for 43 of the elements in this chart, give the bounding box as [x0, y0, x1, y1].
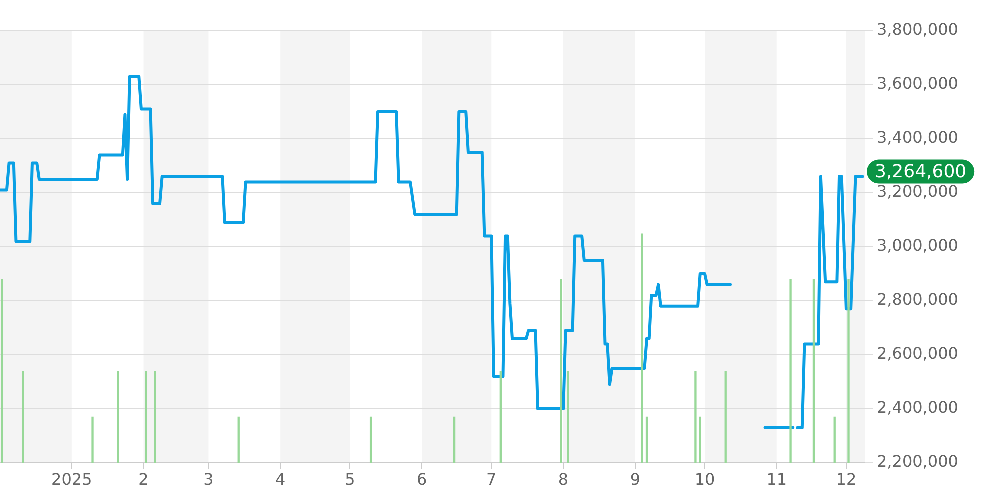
y-tick-label: 3,000,000: [877, 236, 958, 256]
bar: [154, 371, 156, 463]
bar: [694, 371, 697, 463]
bar: [145, 371, 148, 463]
x-tick-label: 12: [836, 470, 857, 489]
bar: [560, 280, 562, 463]
bar: [1, 280, 4, 463]
bar: [834, 416, 836, 463]
x-tick-label: 10: [694, 470, 716, 489]
x-tick-label: 4: [276, 470, 286, 489]
y-tick-label: 3,800,000: [877, 20, 958, 40]
x-tick-label: 8: [558, 470, 569, 489]
x-tick-label: 5: [345, 470, 356, 489]
y-tick-label: 3,600,000: [877, 74, 958, 94]
y-tick-label: 2,200,000: [877, 452, 958, 472]
bar: [92, 416, 94, 463]
y-tick-label: 2,800,000: [877, 290, 958, 310]
x-tick-label: 11: [766, 470, 788, 489]
bar: [22, 371, 24, 463]
x-tick-label: 9: [630, 470, 641, 489]
bar: [848, 280, 850, 463]
x-tick-label: 7: [486, 470, 497, 489]
bar: [370, 416, 372, 463]
x-tick-label: 2025: [52, 470, 92, 489]
y-tick-label: 2,400,000: [877, 398, 958, 418]
bar: [646, 416, 648, 463]
bar: [500, 371, 502, 463]
bar: [117, 371, 120, 463]
x-tick-label: 6: [416, 470, 428, 489]
x-tick-label: 3: [204, 470, 214, 489]
bar: [724, 371, 727, 463]
y-tick-label: 3,200,000: [877, 182, 958, 202]
bar: [453, 416, 456, 463]
x-tick-label: 2: [138, 470, 149, 489]
y-tick-label: 2,600,000: [877, 344, 958, 364]
bar: [790, 280, 792, 463]
text: 3,264,600: [875, 161, 967, 182]
bar: [641, 234, 644, 463]
bar: [238, 416, 240, 463]
bar: [699, 416, 702, 463]
y-tick-label: 3,400,000: [877, 128, 958, 148]
bar: [812, 280, 816, 463]
bar: [567, 371, 570, 463]
